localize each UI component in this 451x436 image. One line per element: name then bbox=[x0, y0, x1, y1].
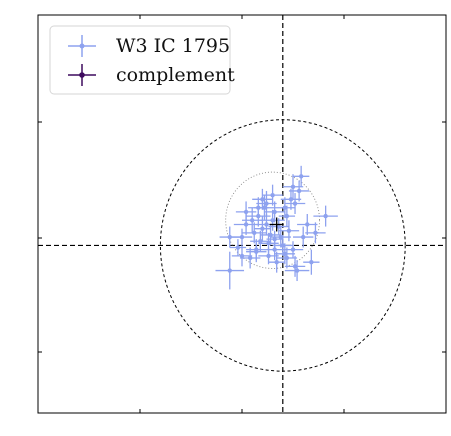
point-marker bbox=[276, 224, 281, 229]
point-marker bbox=[260, 226, 265, 231]
data-point-0-18 bbox=[274, 243, 296, 265]
data-point-0-10 bbox=[284, 193, 306, 214]
data-point-0-32 bbox=[282, 174, 304, 200]
point-marker bbox=[282, 251, 288, 256]
data-point-0-49 bbox=[272, 234, 293, 256]
point-marker bbox=[268, 232, 273, 238]
data-point-0-9 bbox=[280, 188, 302, 210]
data-point-0-37 bbox=[246, 241, 267, 263]
point-marker bbox=[270, 218, 275, 223]
point-marker bbox=[278, 234, 283, 240]
point-marker bbox=[227, 234, 232, 240]
point-marker bbox=[243, 209, 249, 215]
data-point-0-36 bbox=[231, 245, 253, 267]
point-marker bbox=[227, 268, 232, 273]
point-marker bbox=[309, 259, 314, 265]
legend-box bbox=[49, 25, 231, 95]
point-marker bbox=[288, 197, 294, 202]
legend-w3-label: W3 IC 1795 bbox=[116, 35, 230, 57]
data-point-0-25 bbox=[229, 239, 247, 256]
point-marker bbox=[239, 234, 245, 240]
point-marker bbox=[247, 255, 253, 261]
point-marker bbox=[266, 253, 271, 259]
point-marker bbox=[294, 268, 300, 273]
data-point-0-31 bbox=[264, 201, 285, 223]
centroid-marker-group bbox=[269, 217, 284, 232]
data-point-0-40 bbox=[284, 255, 306, 277]
data-point-0-23 bbox=[284, 260, 310, 282]
legend: W3 IC 1795 complement bbox=[49, 25, 235, 95]
data-point-0-6 bbox=[278, 205, 296, 227]
data-point-0-11 bbox=[288, 180, 310, 202]
point-marker bbox=[290, 247, 296, 252]
point-marker bbox=[286, 228, 292, 233]
point-marker bbox=[235, 245, 241, 250]
reference-circles bbox=[159, 119, 406, 372]
data-point-0-43 bbox=[274, 197, 296, 219]
point-marker bbox=[282, 205, 288, 210]
data-point-0-22 bbox=[303, 249, 320, 275]
data-point-0-39 bbox=[276, 247, 298, 269]
point-marker bbox=[243, 222, 249, 227]
point-marker bbox=[264, 222, 269, 227]
point-marker bbox=[301, 234, 306, 240]
data-point-0-26 bbox=[219, 226, 240, 248]
point-marker bbox=[298, 174, 304, 179]
point-marker bbox=[270, 192, 275, 198]
outer-circle bbox=[159, 119, 406, 372]
point-marker bbox=[272, 247, 277, 252]
point-marker bbox=[266, 241, 271, 246]
point-marker bbox=[290, 184, 296, 189]
legend-complement-marker bbox=[79, 72, 85, 78]
legend-w3-marker bbox=[79, 43, 85, 49]
point-marker bbox=[272, 209, 277, 215]
data-point-0-45 bbox=[305, 222, 326, 244]
tick-marks bbox=[38, 15, 446, 413]
point-marker bbox=[274, 259, 279, 265]
point-marker bbox=[313, 230, 318, 236]
point-marker bbox=[284, 255, 290, 261]
point-marker bbox=[280, 243, 285, 248]
data-point-0-42 bbox=[262, 184, 283, 206]
legend-item-complement: complement bbox=[68, 64, 235, 86]
point-marker bbox=[256, 205, 261, 210]
point-marker bbox=[323, 213, 328, 219]
data-point-0-44 bbox=[297, 214, 318, 235]
point-marker bbox=[252, 230, 257, 236]
point-marker bbox=[284, 213, 290, 219]
data-point-0-28 bbox=[270, 226, 291, 248]
point-marker bbox=[250, 218, 255, 223]
data-point-0-24 bbox=[239, 247, 261, 269]
point-marker bbox=[239, 253, 245, 259]
point-marker bbox=[258, 239, 263, 244]
inner-circle bbox=[225, 171, 320, 269]
data-point-0-3 bbox=[268, 218, 289, 235]
point-marker bbox=[260, 197, 265, 202]
point-marker bbox=[264, 201, 269, 206]
data-point-0-46 bbox=[235, 201, 257, 223]
data-point-0-5 bbox=[260, 224, 281, 246]
data-point-0-35 bbox=[215, 251, 245, 290]
data-point-0-29 bbox=[278, 220, 300, 242]
point-marker bbox=[292, 201, 298, 206]
point-marker bbox=[296, 188, 302, 194]
data-point-0-38 bbox=[264, 239, 285, 261]
data-point-0-33 bbox=[293, 165, 310, 187]
data-point-0-41 bbox=[252, 188, 273, 210]
legend-complement-label: complement bbox=[116, 64, 235, 86]
point-marker bbox=[305, 222, 310, 227]
data-point-0-21 bbox=[293, 226, 314, 248]
legend-item-w3: W3 IC 1795 bbox=[68, 35, 230, 57]
data-point-0-34 bbox=[313, 205, 338, 227]
data-point-0-27 bbox=[250, 230, 271, 252]
point-marker bbox=[254, 249, 259, 254]
error-bars-layer bbox=[215, 165, 338, 290]
point-marker bbox=[292, 264, 298, 269]
data-point-0-19 bbox=[268, 251, 285, 273]
data-point-0-47 bbox=[248, 197, 269, 219]
data-point-0-20 bbox=[282, 241, 304, 258]
data-point-0-48 bbox=[258, 232, 279, 254]
